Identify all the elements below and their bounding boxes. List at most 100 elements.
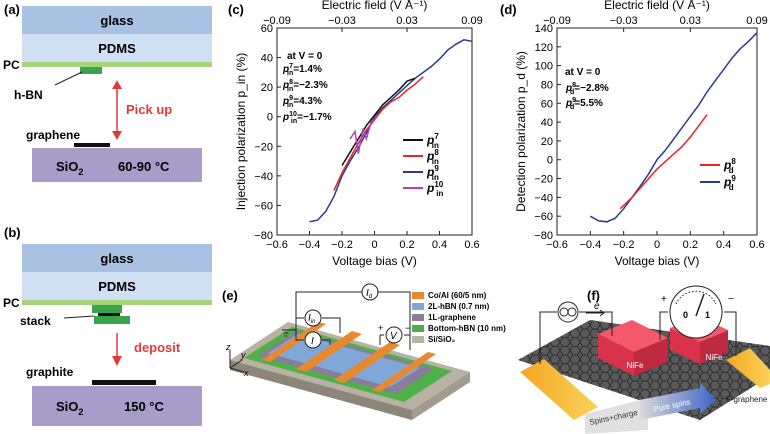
legend-entry: 1L-graphene — [428, 313, 477, 322]
legend-entry: Co/Al (60/5 nm) — [428, 291, 487, 300]
electron-arrow — [586, 309, 605, 317]
nife-1-side — [634, 338, 668, 376]
legend-swatch — [412, 292, 424, 299]
annotation-1: p7 in=1.4% — [282, 63, 322, 77]
series-line-p-in-7 — [341, 77, 416, 166]
legend-entry: p10 in — [426, 180, 444, 198]
x-axis-label: Voltage bias (V) — [332, 254, 417, 268]
x-tick-label: 0 — [654, 239, 660, 251]
y-tick-label: 40 — [261, 53, 273, 65]
si-substrate-front — [230, 360, 412, 420]
y-tick-label: 60 — [261, 23, 273, 35]
nife-2-label: NiFe — [706, 353, 723, 362]
panel-f-label: (f) — [587, 288, 600, 303]
legend-swatch — [412, 303, 424, 310]
panel-c: (c) −0.6 −0.4 −0.2 0 0.2 0.4 0.6 −80 −60 −40 −20 0 2… — [228, 0, 483, 268]
x-tick-label: 0.2 — [399, 239, 414, 251]
y-tick-label: −60 — [254, 200, 273, 212]
contact-4 — [372, 352, 436, 392]
right-electrode — [726, 348, 770, 388]
glass-label: glass — [100, 13, 133, 28]
glass-layer — [22, 6, 212, 34]
voltmeter-label: V — [390, 331, 398, 342]
voltmeter-minus: − — [405, 323, 410, 333]
x2-tick-label: −0.09 — [263, 15, 291, 27]
gauge-0: 0 — [683, 310, 688, 320]
x-tick-label: −0.2 — [613, 239, 635, 251]
axes-icon — [229, 350, 245, 373]
stack-hbn-bottom — [94, 316, 130, 324]
series-line-p-d-9 — [589, 32, 758, 223]
y-tick-label: 100 — [535, 61, 553, 73]
ground-icon — [282, 329, 290, 337]
x2-tick-label: −0.03 — [610, 15, 638, 27]
y-tick-label: −40 — [534, 192, 553, 204]
annotation-1: p8 d=−2.8% — [565, 82, 609, 96]
x-tick-label: 0 — [371, 239, 377, 251]
graphene-label: graphene — [26, 128, 80, 142]
circuit-wires — [286, 291, 411, 350]
annotations-c: p7 in=1.4% p8 in=−2.3% p9 in=4.3% p10 in=−1.7% — [282, 63, 332, 125]
tunnel-hbn — [268, 334, 420, 387]
panel-d: (d) −0.6 −0.4 −0.2 0 0.2 0.4 0.6 −80 −60 −40 −20 0 2… — [500, 0, 768, 268]
axis-y-label: y — [240, 350, 246, 360]
chart-c: −0.6 −0.4 −0.2 0 0.2 0.4 0.6 −80 −60 −40 −20 0 20 40 6… — [234, 0, 483, 268]
x-tick-label: −0.4 — [579, 239, 601, 251]
graphene-flake — [74, 143, 110, 147]
annot-title: at V = 0 — [565, 67, 601, 78]
panel-e: (e) Id Iin — [222, 283, 506, 420]
x2-tick-label: 0.09 — [746, 15, 767, 27]
annotation-2: p8 in=−2.3% — [282, 79, 328, 93]
y-axis-label: Detection polarization p_d (%) — [514, 51, 528, 212]
y-tick-label: 20 — [261, 82, 273, 94]
y-tick-label: 140 — [535, 23, 553, 35]
temperature-label: 150 °C — [124, 399, 165, 414]
current-source-d — [361, 283, 379, 301]
x2-axis-label: Electric field (V Å⁻¹) — [604, 0, 710, 12]
legend-entry: p9 d — [723, 174, 736, 192]
hbn-pointer — [54, 71, 83, 86]
temperature-label: 60-90 °C — [118, 159, 170, 174]
pickup-arrow-head-down — [112, 131, 122, 140]
substrate-label: SiO2 — [56, 399, 83, 417]
panel-a: (a) glass PDMS PC h-BN Pick up graphene … — [3, 2, 212, 182]
legend-d: p8 dp9 d — [700, 157, 736, 192]
glass-label: glass — [100, 251, 133, 266]
deposit-label: deposit — [134, 340, 181, 355]
left-electrode — [520, 359, 598, 420]
legend-e: Co/Al (60/5 nm) 2L-hBN (0.7 nm) 1L-graphen… — [412, 291, 506, 344]
x-tick-label: 0.4 — [432, 239, 447, 251]
deposit-arrow-head — [112, 356, 122, 366]
panel-b: (b) glass PDMS PC stack deposit graphite… — [3, 225, 212, 426]
nife-1-label: NiFe — [627, 361, 644, 370]
contact-3 — [334, 342, 400, 383]
voltmeter-gauge-icon — [669, 285, 723, 339]
y-tick-label: 80 — [541, 79, 553, 91]
nife-1-top — [598, 320, 668, 352]
x2-tick-label: 0.03 — [680, 15, 701, 27]
y-tick-label: 0 — [547, 155, 553, 167]
gauge-plus: + — [661, 294, 667, 305]
voltmeter-plus: + — [378, 323, 383, 333]
electron-label: e — [594, 301, 600, 312]
sio2-substrate — [32, 386, 202, 426]
x-tick-label: −0.6 — [546, 239, 568, 251]
pure-spins-arrow — [640, 382, 716, 420]
annotation-2: p9 d=5.5% — [565, 97, 603, 111]
y-tick-label: −20 — [254, 141, 273, 153]
voltmeter — [385, 326, 403, 344]
stack-pointer — [63, 315, 95, 319]
panel-c-label: (c) — [228, 2, 244, 17]
x-tick-label: −0.2 — [331, 239, 353, 251]
x-axis-label: Voltage bias (V) — [615, 254, 700, 268]
axis-z-label: z — [225, 342, 231, 352]
pdms-layer — [22, 34, 212, 62]
y-tick-label: 60 — [541, 98, 553, 110]
current-in-label: Iin — [308, 313, 316, 325]
gauge-1: 1 — [705, 310, 710, 320]
panel-e-label: (e) — [222, 288, 238, 303]
y-tick-label: −60 — [534, 211, 553, 223]
nife-2-side — [700, 330, 728, 364]
annotations-d: p8 d=−2.8%p9 d=5.5% — [565, 82, 609, 111]
